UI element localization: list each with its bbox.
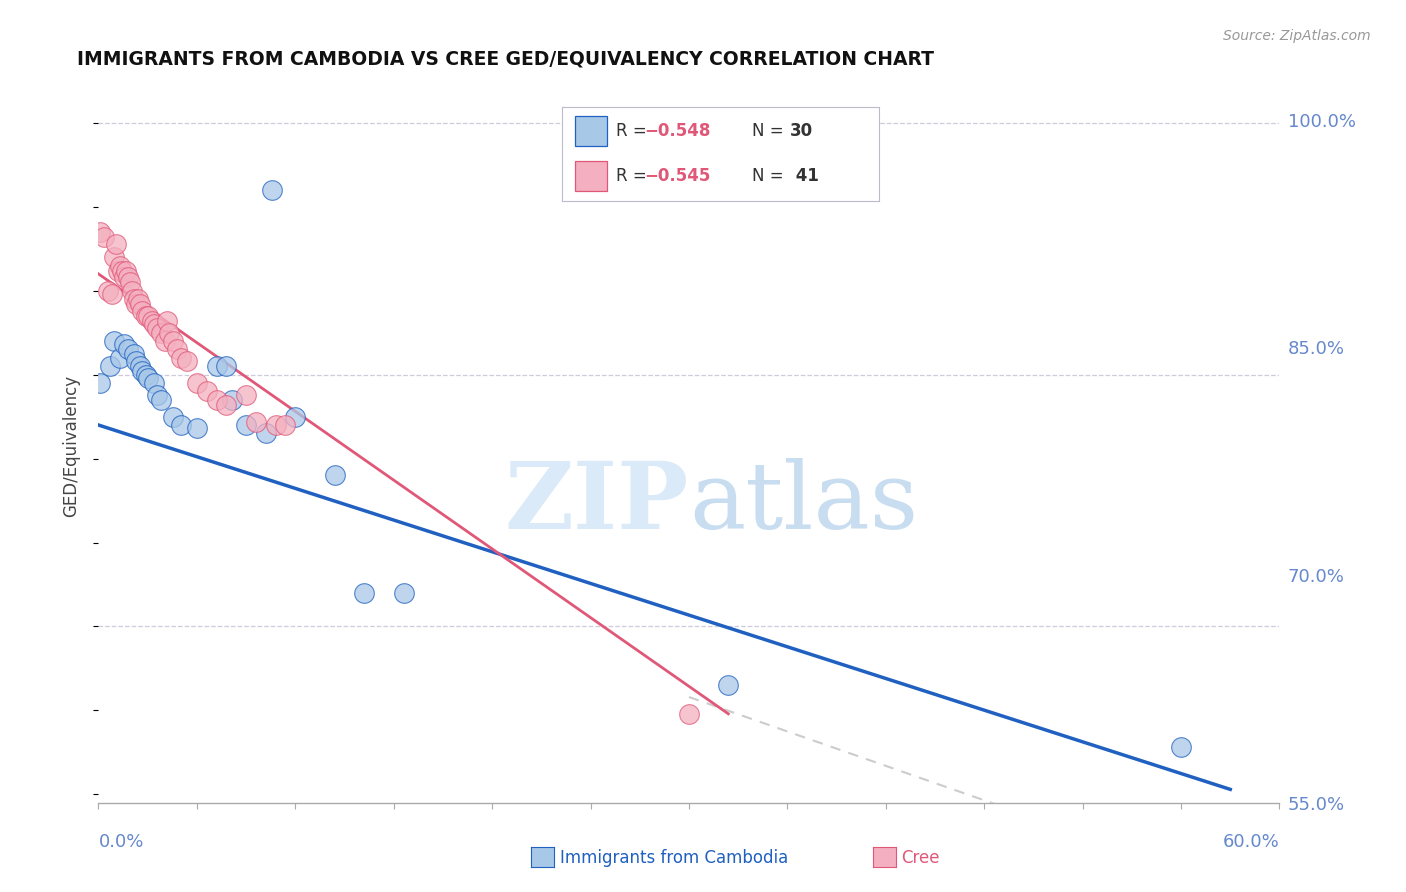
Point — [221, 392, 243, 407]
Point — [392, 586, 415, 600]
Point — [274, 417, 297, 432]
Point — [112, 270, 135, 285]
Point — [170, 417, 193, 432]
Text: Source: ZipAtlas.com: Source: ZipAtlas.com — [1223, 29, 1371, 43]
Point — [141, 314, 163, 328]
Point — [176, 354, 198, 368]
Point — [186, 376, 208, 390]
Point — [136, 371, 159, 385]
Point — [235, 388, 257, 402]
Point — [156, 314, 179, 328]
Point — [235, 417, 257, 432]
Text: N =: N = — [752, 122, 789, 140]
Point — [155, 334, 177, 348]
Point — [117, 343, 139, 357]
Point — [166, 343, 188, 357]
Point — [284, 409, 307, 424]
Point — [89, 376, 111, 390]
Point — [125, 297, 148, 311]
Point — [108, 259, 131, 273]
FancyBboxPatch shape — [575, 116, 607, 146]
Point — [260, 183, 283, 197]
Text: 0.0%: 0.0% — [98, 833, 143, 851]
Text: 30: 30 — [790, 122, 813, 140]
Text: R =: R = — [616, 122, 652, 140]
Point — [89, 225, 111, 239]
Point — [678, 706, 700, 721]
Text: N =: N = — [752, 168, 789, 186]
Point — [93, 230, 115, 244]
Text: 41: 41 — [790, 168, 820, 186]
Point — [128, 359, 150, 374]
Point — [111, 263, 134, 277]
Point — [205, 392, 228, 407]
Text: 60.0%: 60.0% — [1223, 833, 1279, 851]
Point — [142, 318, 165, 332]
Point — [162, 409, 184, 424]
Point — [186, 421, 208, 435]
Point — [205, 359, 228, 374]
Point — [112, 337, 135, 351]
Text: IMMIGRANTS FROM CAMBODIA VS CREE GED/EQUIVALENCY CORRELATION CHART: IMMIGRANTS FROM CAMBODIA VS CREE GED/EQU… — [77, 49, 935, 68]
Point — [353, 586, 375, 600]
Point — [135, 368, 157, 382]
Text: −0.545: −0.545 — [644, 168, 711, 186]
Point — [103, 250, 125, 264]
Point — [125, 354, 148, 368]
Y-axis label: GED/Equivalency: GED/Equivalency — [62, 375, 80, 517]
FancyBboxPatch shape — [575, 161, 607, 191]
Text: Cree: Cree — [901, 849, 939, 867]
Point — [118, 275, 141, 289]
Point — [136, 309, 159, 323]
Point — [122, 347, 145, 361]
Point — [142, 376, 165, 390]
Text: −0.548: −0.548 — [644, 122, 711, 140]
Point — [215, 398, 238, 412]
Point — [127, 292, 149, 306]
Point — [131, 364, 153, 378]
Point — [215, 359, 238, 374]
Text: ZIP: ZIP — [505, 458, 689, 548]
Point — [146, 320, 169, 334]
Point — [122, 292, 145, 306]
Point — [121, 284, 143, 298]
Point — [323, 468, 346, 483]
Point — [101, 287, 124, 301]
Point — [117, 270, 139, 285]
Point — [97, 284, 120, 298]
Point — [146, 388, 169, 402]
Point — [245, 415, 267, 429]
Point — [150, 326, 173, 340]
Point — [131, 303, 153, 318]
Text: R =: R = — [616, 168, 652, 186]
Point — [170, 351, 193, 365]
Point — [264, 417, 287, 432]
Point — [157, 326, 180, 340]
Point — [128, 297, 150, 311]
Point — [195, 384, 218, 399]
Point — [98, 359, 121, 374]
Point — [135, 309, 157, 323]
Point — [717, 678, 740, 692]
Point — [108, 351, 131, 365]
Point — [254, 426, 277, 441]
Text: atlas: atlas — [689, 458, 918, 548]
Point — [103, 334, 125, 348]
Point — [1170, 740, 1192, 755]
Point — [150, 392, 173, 407]
Point — [105, 236, 128, 251]
Point — [115, 263, 138, 277]
Text: Immigrants from Cambodia: Immigrants from Cambodia — [560, 849, 787, 867]
Point — [107, 263, 129, 277]
Point — [162, 334, 184, 348]
